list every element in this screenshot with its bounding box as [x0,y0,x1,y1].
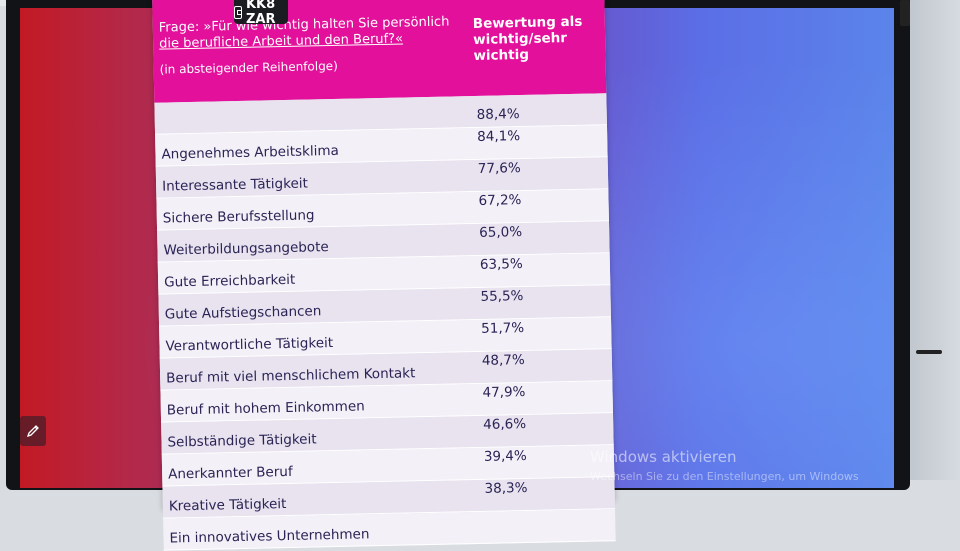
row-label: Beruf mit hohem Einkommen [166,398,365,419]
windows-activation-title: Windows aktivieren [590,448,737,466]
row-value: 51,7% [481,320,525,337]
row-value: 67,2% [478,192,522,209]
row-value: 48,7% [481,352,525,369]
row-value: 39,4% [483,447,527,465]
row-label: Sichere Berufsstellung [162,207,315,227]
column-header: Bewertung als wichtig/sehr wichtig [472,13,583,65]
slide-header: Frage: »Für wie wichtig halten Sie persö… [152,0,607,103]
windows-activation-subtitle: Wechseln Sie zu den Einstellungen, um Wi… [590,470,859,483]
wall-background-right [904,0,960,480]
row-label: Weiterbildungsangebote [163,239,329,259]
row-label: Beruf mit viel menschlichem Kontakt [166,365,416,387]
row-label: Gute Erreichbarkeit [163,271,296,291]
row-value: 46,6% [483,415,527,433]
row-label: Gute Aufstiegschancen [164,303,322,323]
window-badge[interactable]: KK8 ZAR [234,0,288,27]
question-line-1: Frage: »Für wie wichtig halten Sie persö… [158,14,450,36]
row-value: 65,0% [479,224,523,241]
row-label: Kreative Tätigkeit [168,496,287,515]
row-value: 63,5% [479,256,523,273]
row-value: 88,4% [476,106,520,123]
row-value: 47,9% [482,384,526,401]
row-value: 77,6% [477,160,521,177]
row-label: Verantwortliche Tätigkeit [165,335,334,355]
order-note: (in absteigender Reihenfolge) [159,58,338,77]
row-label: Selbständige Tätigkeit [167,431,317,451]
row-value: 38,3% [484,479,528,497]
row-value: 55,5% [480,288,524,305]
monitor-button [900,0,910,26]
row-label: Ein innovatives Unternehmen [169,526,370,547]
pencil-button[interactable] [20,416,46,446]
badge-label: KK8 ZAR [245,0,276,27]
building-icon [234,5,242,19]
row-label: Angenehmes Arbeitsklima [161,142,339,163]
row-value: 84,1% [477,128,521,145]
monitor-mount [916,350,942,354]
pencil-icon [26,425,39,438]
presentation-slide: Frage: »Für wie wichtig halten Sie persö… [152,0,616,551]
row-label: Interessante Tätigkeit [161,175,309,195]
table-rows: 88,4% Angenehmes Arbeitsklima 84,1% Interes… [154,93,616,551]
question-text: Frage: »Für wie wichtig halten Sie persö… [159,14,460,52]
